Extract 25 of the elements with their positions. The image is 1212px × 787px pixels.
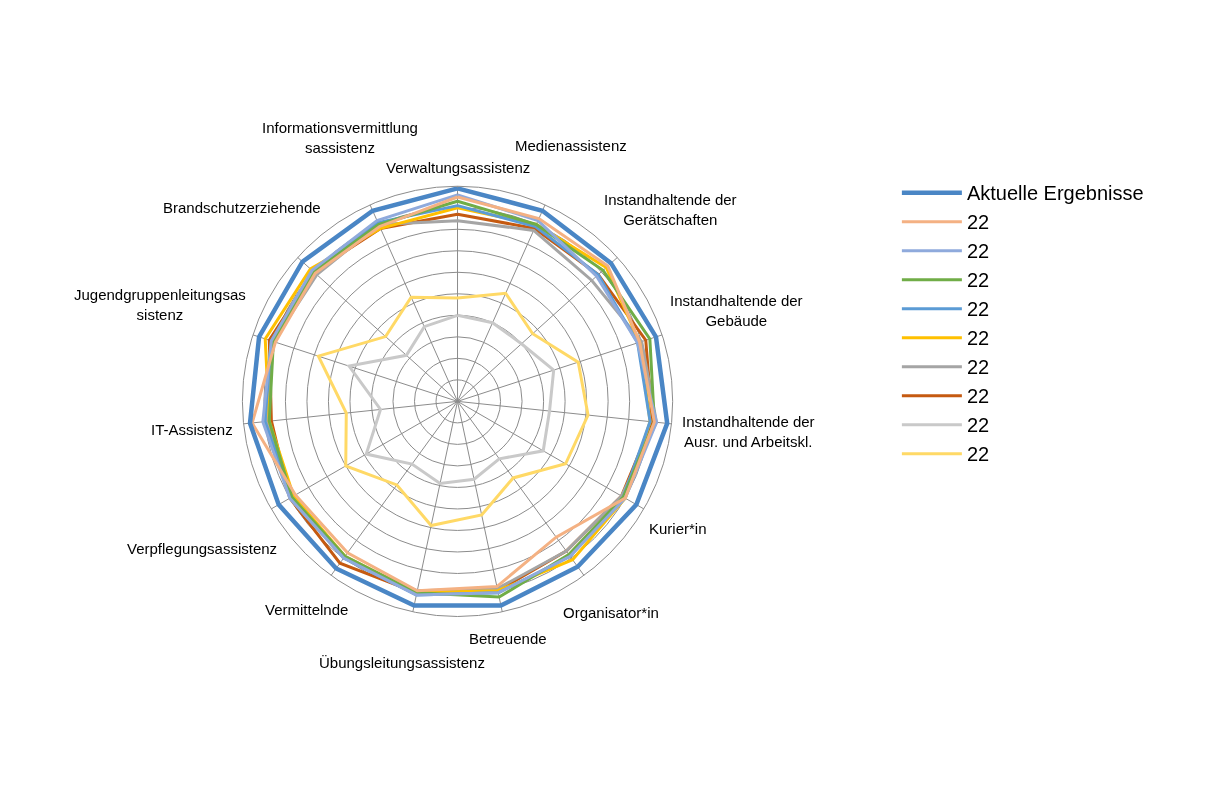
legend-label: 22 [966, 414, 990, 437]
spoke-label: Verwaltungsassistenz [386, 159, 531, 176]
legend-label: 22 [966, 443, 990, 466]
spoke-label: Kurier*in [649, 520, 707, 537]
legend-label: 22 [966, 298, 990, 321]
legend-label: 22 [966, 385, 990, 408]
spoke-label: Instandhaltende der Gerätschaften [604, 191, 737, 228]
legend-label: 22 [966, 356, 990, 379]
spoke-label: Instandhaltende der Gebäude [670, 292, 803, 329]
legend-label: 22 [966, 211, 990, 234]
spoke-label: Medienassistenz [515, 137, 627, 154]
spoke-label: Organisator*in [563, 604, 659, 621]
legend-label: 22 [966, 240, 990, 263]
legend-label: Aktuelle Ergebnisse [966, 182, 1144, 205]
spoke-label: IT-Assistenz [151, 421, 233, 438]
spoke-label: Informationsvermittlungsassistenz [262, 119, 418, 156]
spoke-label: Brandschutzerziehende [163, 199, 321, 216]
spoke-label: Verpflegungsassistenz [127, 540, 278, 557]
spoke-label: Instandhaltende der Ausr. und Arbeitskl. [682, 413, 815, 450]
spoke-label: Übungsleitungsassistenz [319, 654, 485, 671]
spoke-label: Vermittelnde [265, 601, 349, 618]
spoke-label: Betreuende [469, 630, 547, 647]
legend-label: 22 [966, 327, 990, 350]
legend-label: 22 [966, 269, 990, 292]
spoke-label: Jugendgruppenleitungsassistenz [74, 286, 246, 323]
